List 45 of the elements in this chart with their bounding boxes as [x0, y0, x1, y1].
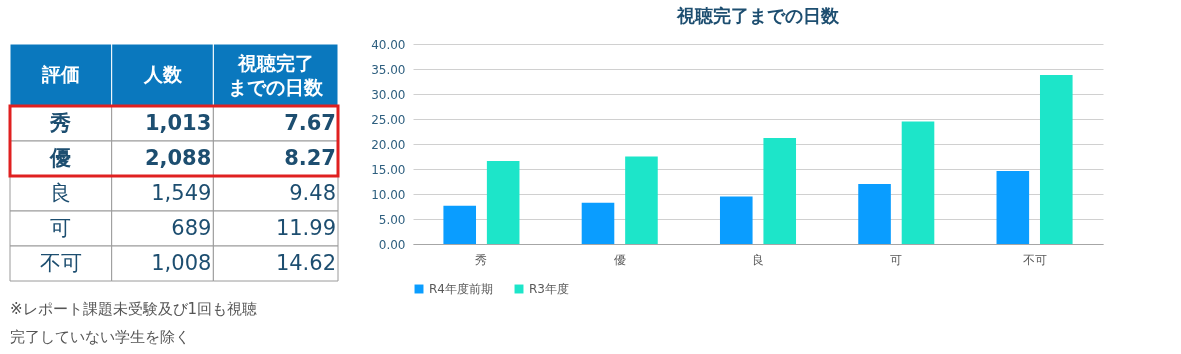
y-tick-label: 10.00	[371, 187, 406, 202]
data-label: 689	[171, 215, 212, 240]
bar	[1039, 75, 1073, 244]
text: ※レポート課題未受験及び1回も視聴完了していない学生を除く	[10, 300, 258, 346]
data-label: 9.48	[289, 180, 336, 205]
series-label: 人数	[142, 63, 183, 85]
x-tick-label: 不可	[1022, 252, 1047, 267]
data-label: 7.67	[284, 110, 336, 135]
y-tick-label: 20.00	[371, 137, 406, 152]
data-label: 8.27	[284, 145, 336, 170]
bar	[581, 202, 615, 244]
x-tick-label: 可	[890, 252, 903, 267]
bar	[763, 138, 797, 244]
series-label: 視聴完了までの日数	[228, 52, 325, 98]
category-label: 良	[50, 180, 72, 205]
y-tick-label: 5.00	[378, 212, 406, 227]
bar	[719, 196, 753, 244]
bar	[996, 170, 1030, 244]
x-tick-label: 良	[752, 252, 764, 267]
data-label: 2,088	[144, 145, 212, 170]
category-label: 秀	[49, 110, 72, 135]
data-label: 1,008	[151, 250, 212, 275]
y-tick-label: 35.00	[371, 62, 406, 77]
y-tick-label: 0.00	[378, 237, 406, 252]
y-tick-label: 25.00	[371, 112, 406, 127]
bar	[443, 205, 477, 244]
y-tick-label: 40.00	[371, 37, 406, 52]
bar	[858, 184, 891, 244]
text: 評価	[40, 63, 80, 85]
bar	[625, 156, 658, 244]
category-label: 可	[50, 215, 72, 240]
y-tick-label: 30.00	[371, 87, 406, 102]
data-label: 11.99	[275, 215, 336, 240]
bar	[901, 121, 935, 244]
data-label: 1,549	[151, 180, 212, 205]
x-tick-label: 秀	[475, 252, 488, 267]
chart-title: 視聴完了までの日数	[676, 5, 840, 26]
y-tick-label: 15.00	[371, 162, 406, 177]
legend-label: R3年度	[529, 282, 569, 296]
x-tick-label: 優	[613, 252, 626, 267]
category-label: 優	[49, 145, 72, 170]
data-label: 14.62	[275, 250, 336, 275]
data-label: 1,013	[144, 110, 212, 135]
legend-label: R4年度前期	[429, 282, 493, 296]
bar	[486, 161, 520, 244]
